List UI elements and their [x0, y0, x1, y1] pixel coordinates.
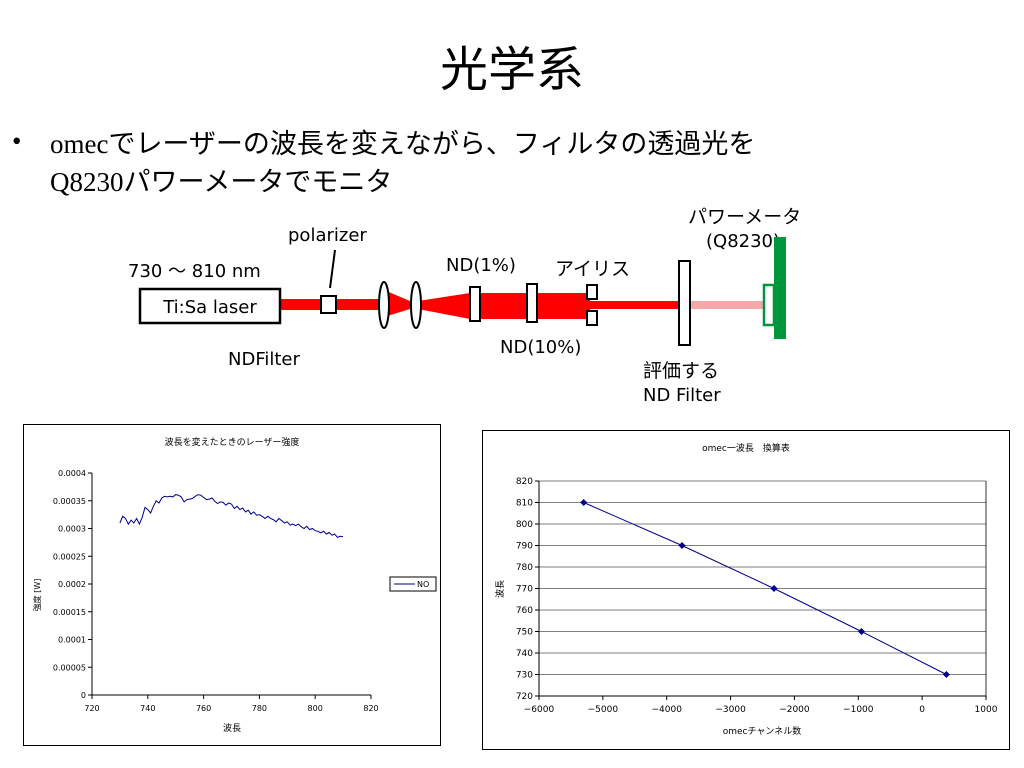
x-tick-label: 800	[308, 704, 323, 713]
data-point	[942, 671, 950, 678]
x-tick-label: −4000	[651, 705, 682, 715]
x-tick-label: 780	[252, 704, 267, 713]
chart2-ylabel: 波長	[494, 580, 506, 598]
wavelength-range-label: 730 ～ 810 nm	[128, 261, 261, 282]
nd10-filter	[526, 283, 538, 323]
nd1-label: ND(1%)	[446, 255, 516, 276]
polarizer-pointer	[329, 249, 336, 289]
y-tick-label: 0.00035	[53, 497, 86, 506]
iris-label: アイリス	[555, 258, 630, 280]
series-line	[119, 494, 344, 538]
x-tick-label: −5000	[588, 705, 619, 715]
transmitted-beam	[690, 301, 766, 309]
eval-label-2: ND Filter	[643, 385, 721, 406]
chart2-xlabel: omecチャンネル数	[723, 725, 802, 737]
bullet-marker: •	[12, 126, 22, 156]
chart1-legend-label: NO	[417, 580, 429, 589]
power-meter-body	[774, 237, 786, 339]
y-tick-label: 0.00015	[53, 608, 86, 617]
nd10-label: ND(10%)	[500, 337, 581, 358]
x-tick-label: 740	[140, 704, 155, 713]
iris-bottom	[586, 310, 598, 326]
polarizer-label: polarizer	[288, 225, 367, 246]
data-point	[580, 499, 588, 506]
x-tick-label: −6000	[524, 705, 555, 715]
x-tick-label: 760	[196, 704, 211, 713]
data-point	[857, 628, 865, 635]
y-tick-label: 0	[81, 691, 86, 700]
bullet-text-line-1: omecでレーザーの波長を変えながら、フィルタの透過光を	[50, 129, 756, 159]
omec-wavelength-chart: omec一波長 換算表 omecチャンネル数 波長 720 730 740 750 76…	[494, 442, 998, 737]
y-tick-label: 0.0001	[58, 636, 86, 645]
chart1-ylabel: 強度 [W]	[32, 579, 42, 612]
optical-setup-diagram: Ti:Sa laser 730 ～ 810 nm NDFilter polari…	[128, 206, 801, 406]
chart2-title: omec一波長 換算表	[702, 442, 790, 454]
y-tick-label: 720	[516, 692, 533, 702]
laser-beam-expand	[418, 293, 470, 319]
chart1-title: 波長を変えたときのレーザー強度	[165, 436, 300, 448]
laser-intensity-chart-frame: 波長を変えたときのレーザー強度 波長 強度 [W] NO 0 0.00005 0.0…	[23, 424, 441, 746]
chart1-xlabel: 波長	[223, 722, 241, 734]
iris-top	[586, 284, 598, 300]
y-tick-label: 750	[516, 628, 533, 638]
y-tick-label: 800	[516, 520, 533, 530]
bullet-text-line-2: Q8230パワーメータでモニタ	[50, 167, 393, 197]
y-tick-label: 780	[516, 563, 533, 573]
power-meter-sensor	[762, 283, 776, 327]
y-tick-label: 820	[516, 477, 533, 487]
y-tick-label: 0.0003	[58, 525, 86, 534]
eval-label-1: 評価する	[643, 360, 719, 382]
y-tick-label: 790	[516, 542, 533, 552]
x-tick-label: −2000	[779, 705, 810, 715]
nd1-filter	[469, 286, 481, 322]
evaluated-nd-filter	[678, 260, 691, 346]
lens-2	[410, 281, 422, 329]
x-tick-label: 720	[84, 704, 99, 713]
polarizer	[320, 295, 337, 314]
x-tick-label: −3000	[715, 705, 746, 715]
y-tick-label: 0.00005	[53, 663, 86, 672]
y-tick-label: 760	[516, 606, 533, 616]
y-tick-label: 740	[516, 649, 533, 659]
x-tick-label: −1000	[843, 705, 874, 715]
omec-wavelength-chart-frame: omec一波長 換算表 omecチャンネル数 波長 720 730 740 750 76…	[482, 430, 1010, 750]
x-tick-label: 0	[919, 705, 925, 715]
data-point	[678, 542, 686, 549]
y-tick-label: 770	[516, 585, 533, 595]
y-tick-label: 0.00025	[53, 552, 86, 561]
y-tick-label: 730	[516, 671, 533, 681]
laser-intensity-chart: 波長を変えたときのレーザー強度 波長 強度 [W] NO 0 0.00005 0.0…	[32, 436, 437, 734]
slide-title: 光学系	[439, 42, 584, 98]
y-tick-label: 0.0002	[58, 580, 86, 589]
ti-sa-laser-box	[138, 287, 282, 325]
data-point	[770, 585, 778, 592]
y-tick-label: 810	[516, 499, 533, 509]
laser-label: Ti:Sa laser	[162, 297, 257, 318]
chart1-legend: NO	[389, 576, 437, 592]
power-meter-label: パワーメータ	[688, 206, 801, 228]
laser-beam-focus	[384, 290, 410, 317]
laser-beam-2	[590, 301, 680, 309]
y-tick-label: 0.0004	[58, 469, 86, 478]
lens-1	[378, 281, 390, 329]
x-tick-label: 1000	[975, 705, 998, 715]
x-tick-label: 820	[363, 704, 378, 713]
power-meter-model: (Q8230)	[706, 231, 780, 252]
ndfilter-label: NDFilter	[228, 349, 301, 370]
